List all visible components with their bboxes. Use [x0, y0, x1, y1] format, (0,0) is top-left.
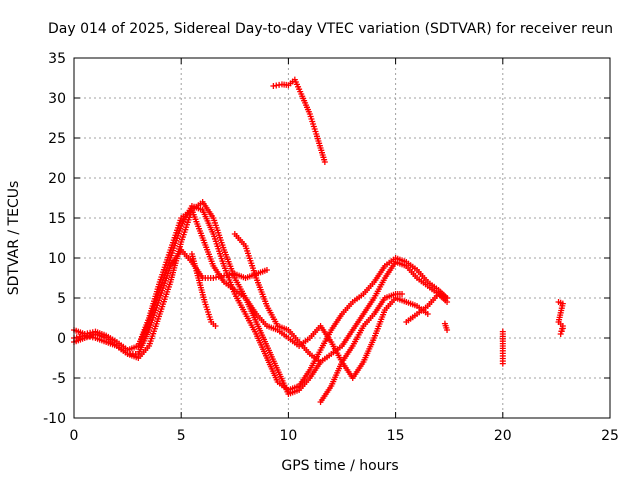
series-track-j: [441, 299, 566, 367]
data-point: [557, 331, 564, 337]
chart-title: Day 014 of 2025, Sidereal Day-to-day VTE…: [48, 21, 613, 37]
data-point: [559, 325, 566, 332]
y-tick-label: -10: [43, 411, 66, 427]
data-points: [71, 76, 566, 405]
series-track-g: [317, 291, 406, 405]
plot-frame: [73, 57, 611, 419]
series-track-i: [270, 76, 328, 165]
y-axis-label: SDTVAR / TECUs: [6, 181, 22, 296]
x-tick-label: 0: [70, 428, 79, 444]
y-tick-label: 10: [48, 251, 66, 267]
data-point: [444, 295, 451, 301]
x-tick-label: 20: [494, 428, 512, 444]
series-track-h: [403, 291, 451, 325]
y-tick-label: 0: [57, 331, 66, 347]
data-point: [212, 323, 219, 329]
x-tick-label: 5: [177, 428, 186, 444]
axis-ticks: -10 -5 0 5 10 15 20 25 30 35 0 5 10 15 20 25: [43, 51, 619, 444]
y-tick-label: 5: [57, 291, 66, 307]
series-track-b: [71, 199, 451, 397]
data-point: [263, 267, 270, 273]
data-point: [424, 311, 431, 317]
data-point: [321, 159, 328, 165]
data-point: [499, 360, 506, 367]
y-tick-label: 25: [48, 131, 66, 147]
x-axis-label: GPS time / hours: [281, 458, 398, 474]
x-tick-label: 10: [279, 428, 297, 444]
data-point: [399, 291, 406, 297]
y-tick-label: 35: [48, 51, 66, 67]
y-tick-label: 30: [48, 91, 66, 107]
data-point: [558, 328, 565, 335]
series-track-f: [231, 231, 324, 365]
data-point: [444, 327, 451, 333]
y-tick-label: 15: [48, 211, 66, 227]
y-tick-label: -5: [52, 371, 66, 387]
x-tick-label: 15: [387, 428, 405, 444]
data-point: [317, 359, 324, 365]
grid-lines: [74, 58, 610, 418]
y-tick-label: 20: [48, 171, 66, 187]
x-tick-label: 25: [601, 428, 619, 444]
series-track-e: [188, 251, 219, 329]
